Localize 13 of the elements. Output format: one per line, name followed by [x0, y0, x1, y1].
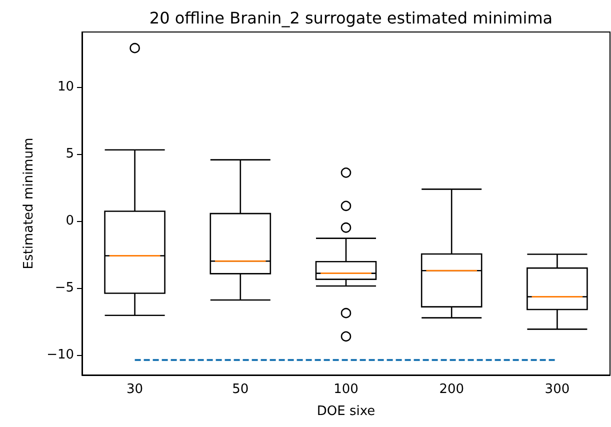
x-tick-label: 50 — [232, 382, 249, 397]
y-tick-label: 5 — [66, 146, 74, 162]
x-tick-label: 30 — [126, 382, 144, 397]
chart-title: 20 offline Branin_2 surrogate estimated minimima — [149, 8, 553, 28]
y-axis-title: Estimated minimum — [22, 138, 37, 270]
y-tick-label: −10 — [46, 347, 74, 362]
x-tick-label: 300 — [544, 382, 570, 397]
y-tick-label: −5 — [54, 280, 74, 296]
x-tick-label: 200 — [439, 382, 464, 397]
y-tick-label: 0 — [66, 213, 74, 228]
x-tick-label: 100 — [334, 382, 358, 397]
y-tick-label: 10 — [57, 79, 74, 94]
x-axis-title: DOE sixe — [316, 404, 376, 419]
